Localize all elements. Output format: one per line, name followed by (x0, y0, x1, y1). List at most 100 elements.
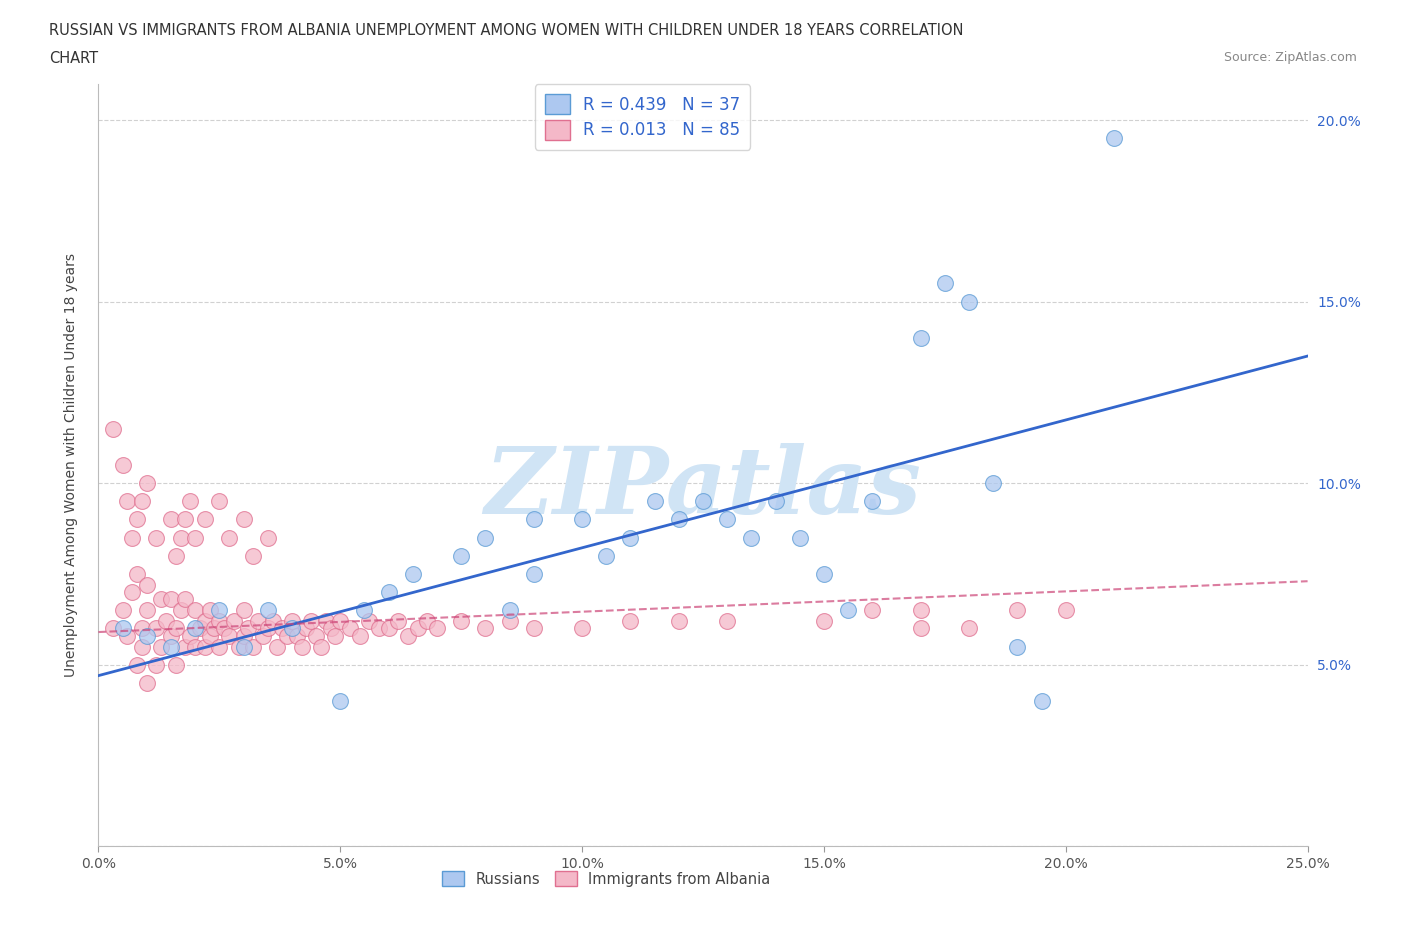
Point (789, 530, 811, 545)
Point (150, 591, 173, 606)
Point (295, 621, 318, 636)
Point (131, 639, 153, 654)
Point (256, 530, 278, 545)
Point (416, 614, 439, 629)
Point (160, 629, 183, 644)
Text: RUSSIAN VS IMMIGRANTS FROM ALBANIA UNEMPLOYMENT AMONG WOMEN WITH CHILDREN UNDER : RUSSIAN VS IMMIGRANTS FROM ALBANIA UNEMP… (49, 23, 963, 38)
Point (271, 621, 294, 636)
Point (121, 530, 143, 545)
Point (204, 621, 226, 636)
Point (232, 603, 254, 618)
Point (281, 621, 304, 636)
Point (359, 614, 381, 629)
Point (339, 621, 361, 636)
Point (135, 629, 157, 644)
Point (145, 621, 167, 636)
Point (813, 614, 835, 629)
Point (1007, 639, 1029, 654)
Point (208, 603, 231, 618)
Point (329, 694, 352, 709)
Point (668, 614, 690, 629)
Point (368, 621, 391, 636)
Point (1007, 603, 1029, 618)
Point (169, 530, 191, 545)
Point (218, 629, 240, 644)
Point (396, 629, 419, 644)
Point (353, 603, 375, 618)
Legend: Russians, Immigrants from Albania: Russians, Immigrants from Albania (436, 865, 776, 893)
Point (155, 614, 177, 629)
Point (474, 530, 496, 545)
Point (127, 658, 149, 672)
Point (860, 494, 883, 509)
Point (315, 614, 337, 629)
Point (349, 629, 371, 644)
Point (184, 639, 207, 654)
Point (276, 629, 298, 644)
Point (111, 603, 134, 618)
Point (160, 512, 183, 527)
Point (740, 530, 762, 545)
Point (208, 614, 231, 629)
Point (160, 639, 183, 654)
Point (595, 549, 617, 564)
Point (910, 603, 932, 618)
Point (169, 603, 191, 618)
Point (450, 549, 472, 564)
Point (910, 330, 932, 345)
Point (131, 621, 153, 636)
Point (222, 614, 245, 629)
Point (1031, 694, 1053, 709)
Point (256, 603, 278, 618)
Point (619, 530, 641, 545)
Point (165, 549, 187, 564)
Point (644, 494, 666, 509)
Point (145, 658, 167, 672)
Point (117, 629, 139, 644)
Text: ZIPatlas: ZIPatlas (485, 443, 921, 533)
Point (299, 614, 322, 629)
Point (523, 621, 546, 636)
Point (127, 566, 149, 581)
Point (285, 629, 308, 644)
Point (208, 494, 231, 509)
Point (194, 512, 217, 527)
Point (256, 621, 278, 636)
Point (450, 614, 472, 629)
Point (218, 530, 240, 545)
Point (377, 621, 399, 636)
Point (117, 494, 139, 509)
Point (252, 629, 274, 644)
Point (179, 629, 201, 644)
Point (135, 675, 157, 690)
Point (165, 621, 187, 636)
Point (571, 621, 593, 636)
Point (860, 603, 883, 618)
Point (188, 621, 211, 636)
Point (934, 276, 956, 291)
Point (121, 585, 143, 600)
Point (692, 494, 714, 509)
Point (111, 621, 134, 636)
Point (571, 512, 593, 527)
Point (716, 512, 738, 527)
Point (1054, 603, 1077, 618)
Point (910, 621, 932, 636)
Point (131, 494, 153, 509)
Point (127, 512, 149, 527)
Point (150, 639, 173, 654)
Point (981, 476, 1004, 491)
Y-axis label: Unemployment Among Women with Children Under 18 years: Unemployment Among Women with Children U… (63, 253, 77, 677)
Point (406, 621, 429, 636)
Point (145, 530, 167, 545)
Point (174, 591, 197, 606)
Point (208, 639, 231, 654)
Point (135, 603, 157, 618)
Point (198, 629, 221, 644)
Point (319, 621, 342, 636)
Point (1102, 131, 1125, 146)
Point (184, 621, 207, 636)
Point (957, 294, 980, 309)
Point (232, 639, 254, 654)
Point (290, 639, 312, 654)
